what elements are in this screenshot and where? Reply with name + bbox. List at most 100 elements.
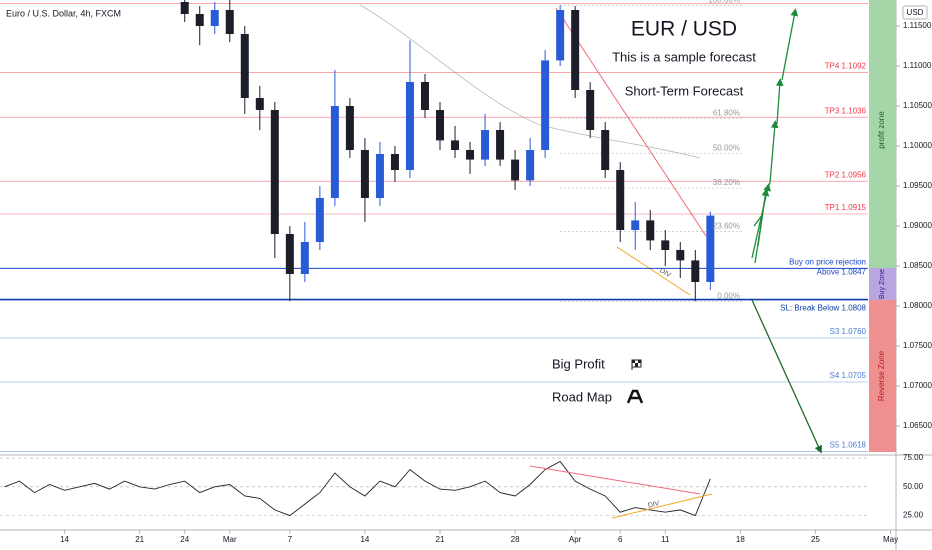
subtitle: This is a sample forecast [612,49,756,64]
fib-label: 0.00% [717,291,740,300]
candle-body [390,154,399,170]
reverse-arrow [751,299,822,454]
candle-body [405,82,414,170]
y-tick-label: 1.10500 [903,101,932,110]
buy-zone [869,268,896,300]
x-tick-label: 6 [618,535,623,544]
y-tick-label: 1.11000 [903,61,932,70]
candle-body [330,106,339,198]
candle-body [255,98,264,110]
currency: USD [907,8,924,17]
y-tick-label: 1.06500 [903,421,932,430]
level-label: S3 1.0760 [830,327,867,336]
x-tick-label: 24 [180,535,189,544]
currency-box [902,5,928,20]
reverse-zone [869,300,896,452]
x-tick-label: 7 [288,535,293,544]
rsi-tick-label: 75.00 [903,453,924,462]
x-tick-label: Mar [223,535,237,544]
fib-label: 23.60% [713,221,740,230]
x-tick-label: May [883,535,898,544]
candle-body [225,10,234,34]
level-note: Buy on price rejection [789,258,866,267]
forecast-arrows [751,8,799,264]
candle-body [511,159,520,181]
candle-body [556,10,565,61]
candle-body [526,150,535,181]
y-tick-label: 1.08500 [903,261,932,270]
candle-body [631,220,640,230]
rsi-pane [0,457,868,519]
flag-icon [631,359,642,370]
candle-body [691,260,700,282]
candle-body [180,1,189,14]
x-tick-label: 11 [661,535,670,544]
forecast-label: Short-Term Forecast [625,83,744,98]
profit-zone [869,0,896,268]
candle-body [270,110,279,234]
level-label: S5 1.0618 [830,441,867,450]
candle-body [586,90,595,130]
level-label: TP4 1.1092 [825,62,867,71]
x-tick-label: 25 [811,535,820,544]
fib-label: 100.00% [708,0,740,4]
trendline [555,7,707,237]
rsi-tick-label: 50.00 [903,482,924,491]
x-tick-label: 18 [736,535,745,544]
y-tick-label: 1.09000 [903,221,932,230]
level-label: TP5 1.1178 [825,0,866,2]
price-pane [0,0,868,452]
candle-body [285,234,294,274]
candle-body [360,150,369,198]
profit-zone-label: profit zone [877,111,886,149]
big-profit: Big Profit [552,356,605,371]
moving-average [359,4,701,159]
candle-body [420,82,429,110]
y-tick-label: 1.11500 [903,21,932,30]
candle-body [601,130,610,170]
candle-body [375,154,384,198]
div-line [616,246,691,296]
y-tick-label: 1.09500 [903,181,932,190]
road-map: Road Map [552,389,612,404]
candle-body [300,242,309,274]
x-tick-label: 21 [135,535,144,544]
level-label: SL: Break Below 1.0808 [780,304,866,313]
x-tick-label: 21 [436,535,445,544]
candle-body [451,140,460,150]
y-tick-label: 1.07000 [903,381,932,390]
y-tick-label: 1.10000 [903,141,932,150]
candle-body [240,34,249,98]
candle-body [436,110,445,141]
candle-body [195,14,204,26]
y-tick-label: 1.07500 [903,341,932,350]
fib-label: 61.80% [713,108,740,117]
candle-body [481,130,490,160]
y-tick-label: 1.08000 [903,301,932,310]
level-label: Above 1.0847 [817,268,867,277]
level-label: TP3 1.1036 [825,106,867,115]
level-label: TP1 1.0915 [825,203,867,212]
x-tick-label: 14 [60,535,69,544]
fib-label: 50.00% [713,143,740,152]
x-tick-label: 28 [511,535,520,544]
rsi-div-line [611,493,713,519]
candle-body [496,130,505,160]
candle-body [706,215,715,282]
candle-body [676,250,685,261]
rsi-line [4,460,711,517]
candle-body [646,220,655,241]
reverse-zone-label: Reverse Zone [877,350,886,401]
candle-body [661,240,670,250]
rsi-div-label: DIV [647,500,660,510]
candle-body [210,10,219,26]
rsi-trendline [529,465,701,495]
buy-zone-label: Buy Zone [879,269,886,299]
candle-body [541,60,550,150]
x-tick-label: Apr [569,535,582,544]
rsi-tick-label: 25.00 [903,511,924,520]
headline: EUR / USD [631,18,737,41]
candle-body [571,10,580,90]
